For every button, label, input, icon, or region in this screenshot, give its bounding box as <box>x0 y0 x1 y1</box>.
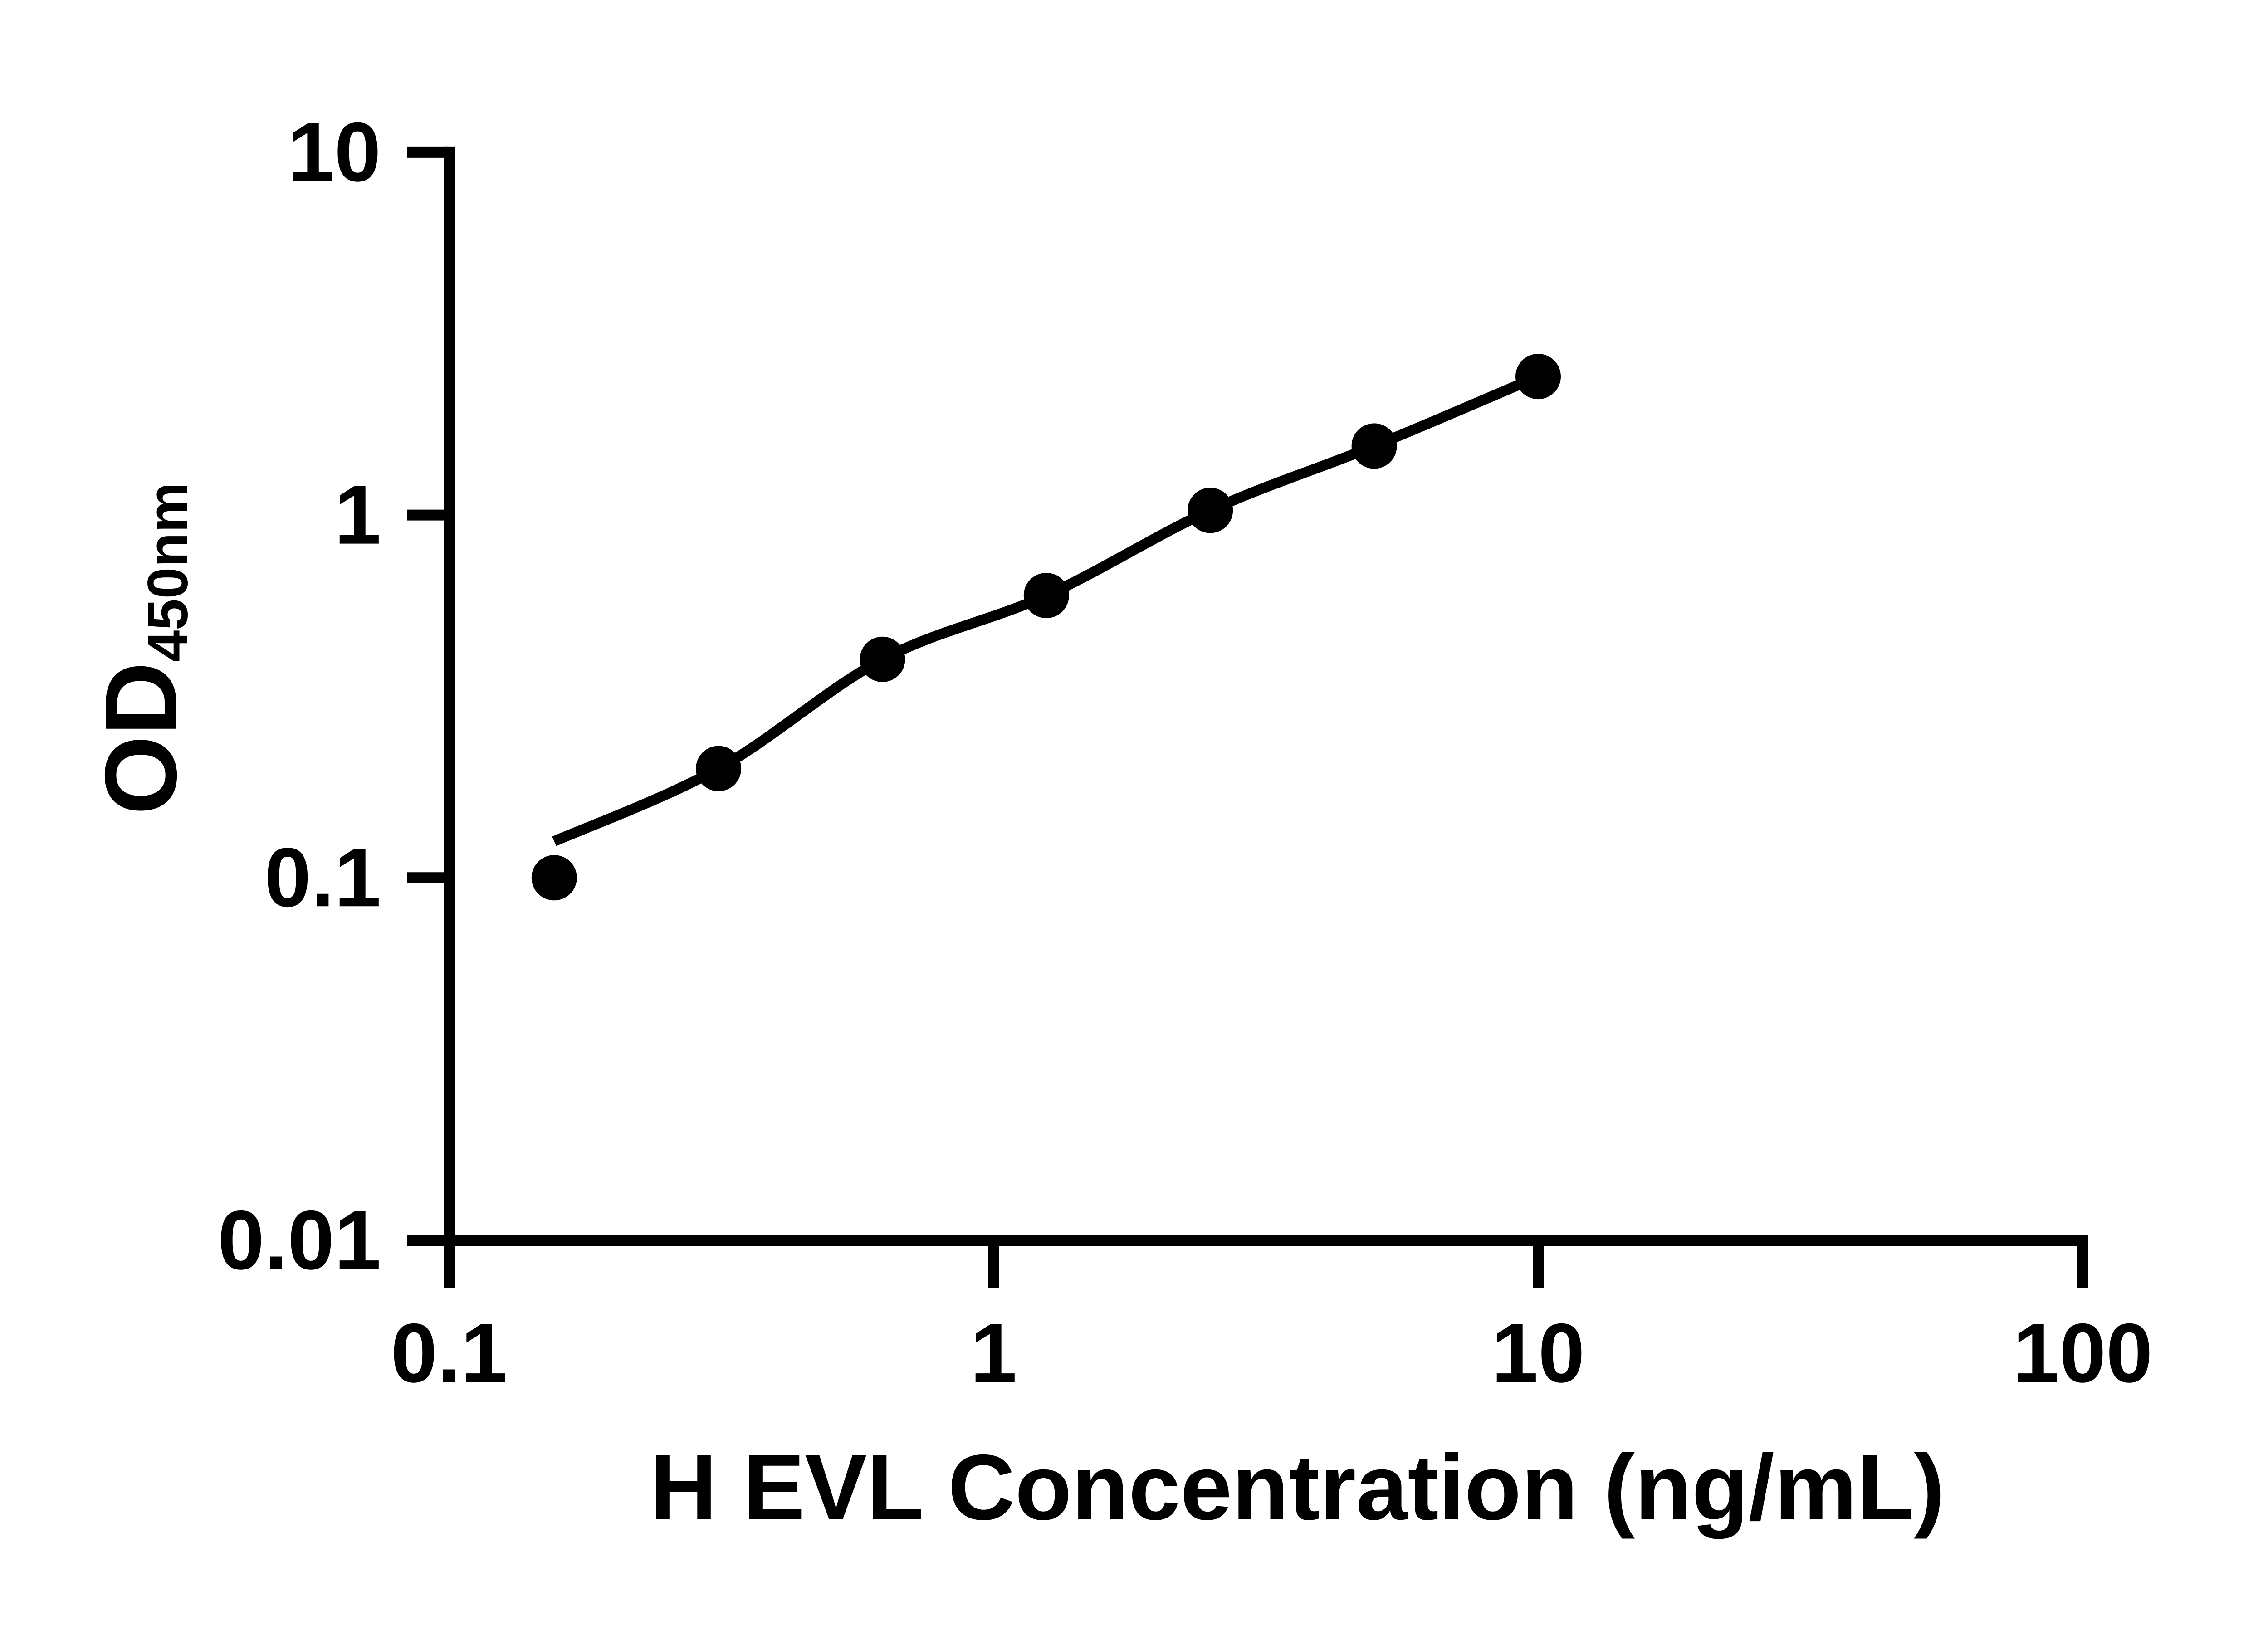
axis-ticks <box>407 146 2088 1288</box>
data-point <box>1188 488 1233 533</box>
data-point <box>1023 573 1069 618</box>
data-series <box>531 354 1561 901</box>
data-point <box>531 855 577 901</box>
y-tick-label: 10 <box>288 106 381 199</box>
axes <box>444 146 2088 1246</box>
data-point <box>1351 423 1397 469</box>
x-tick-label: 1 <box>970 1307 1017 1400</box>
data-point <box>696 746 742 791</box>
y-tick-label: 0.1 <box>264 831 381 924</box>
y-axis-title-subscript: 450nm <box>137 482 200 662</box>
x-tick-label: 0.1 <box>391 1307 507 1400</box>
y-tick-label: 1 <box>334 469 381 562</box>
data-point <box>860 636 905 682</box>
x-tick-label: 100 <box>2013 1307 2153 1400</box>
y-tick-label: 0.01 <box>218 1194 381 1287</box>
x-axis-title: H EVL Concentration (ng/mL) <box>650 1435 1945 1539</box>
y-axis-title-main: OD <box>83 662 198 815</box>
x-tick-label: 10 <box>1491 1307 1585 1400</box>
data-point <box>1515 354 1561 400</box>
y-axis-title: OD450nm <box>83 482 200 815</box>
